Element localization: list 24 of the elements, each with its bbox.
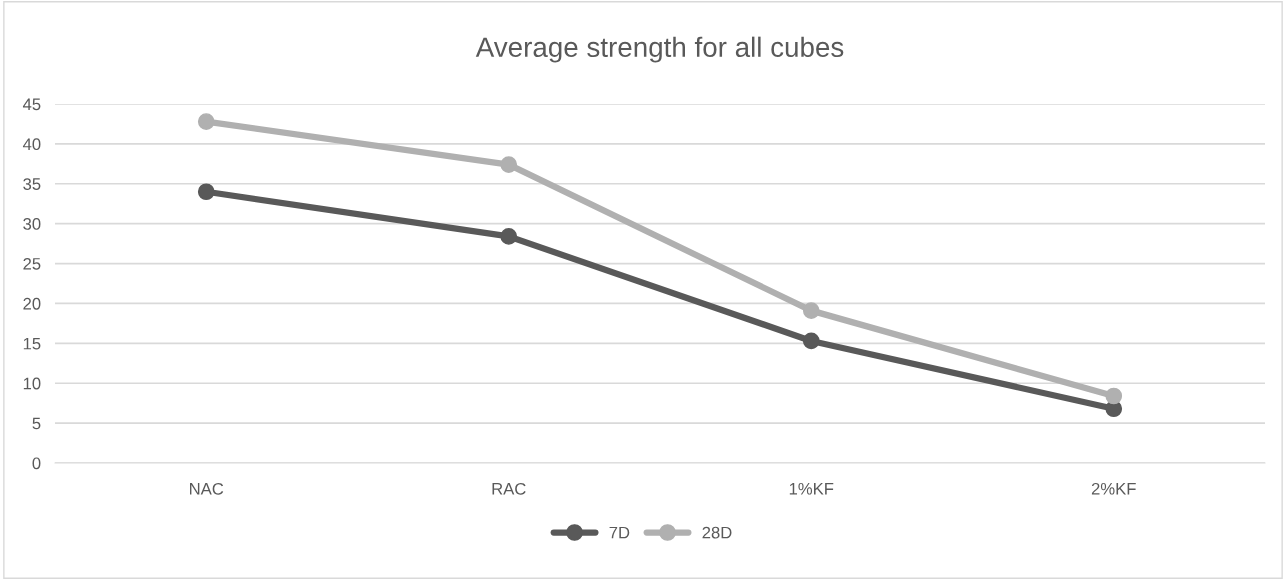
point	[500, 156, 518, 173]
point	[500, 228, 518, 245]
point	[1105, 387, 1123, 405]
y-tick-label: 35	[23, 178, 41, 190]
x-tick-label: RAC	[492, 482, 526, 495]
point	[802, 332, 820, 350]
x-tick-label: NAC	[190, 482, 224, 495]
y-tick-label: 45	[22, 98, 41, 111]
x-tick-label: 1%KF	[789, 482, 834, 495]
y-tick-label: 20	[23, 297, 41, 310]
point	[802, 302, 820, 319]
y-tick-label: 5	[32, 417, 41, 430]
chart-title: Average strength for all cubes	[475, 36, 844, 63]
y-tick-label: 15	[23, 337, 41, 350]
x-tick-label: 2%KF	[1091, 482, 1136, 495]
y-tick-label: 30	[23, 218, 41, 230]
point	[197, 113, 215, 130]
point	[197, 183, 215, 201]
y-tick-label: 10	[23, 377, 41, 390]
legend-label: 28D	[702, 526, 732, 539]
y-tick-label: 40	[22, 138, 41, 151]
legend-label: 7D	[609, 526, 630, 539]
y-tick-label: 25	[23, 257, 41, 270]
y-tick-label: 0	[32, 457, 41, 470]
